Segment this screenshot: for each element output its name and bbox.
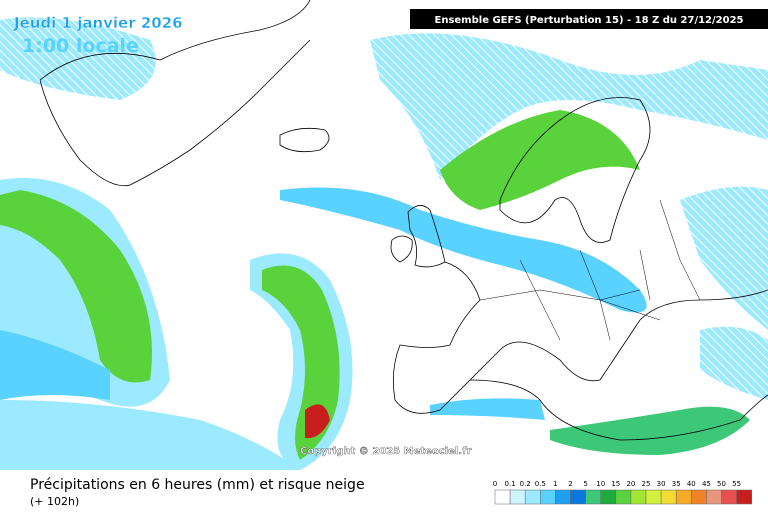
footer-lead: (+ 102h) (30, 495, 79, 508)
legend-swatch (555, 489, 571, 505)
legend-swatch (675, 489, 692, 505)
legend-swatch (509, 489, 526, 505)
legend-tick-label: 5 (583, 480, 587, 488)
legend-tick-label: 10 (596, 480, 605, 488)
legend-tick-label: 30 (657, 480, 666, 488)
legend-tick-label: 0.1 (505, 480, 516, 488)
legend-swatch (706, 489, 722, 505)
legend-tick-label: 25 (642, 480, 651, 488)
legend-swatch (600, 489, 617, 505)
legend: 0 0.1 0.2 0.5 1 2 5 10 15 20 25 30 35 40 45 50 55 (493, 480, 752, 505)
run-banner (410, 9, 768, 29)
legend-tick-label: 55 (732, 480, 741, 488)
legend-swatch (615, 489, 632, 505)
legend-tick-label: 0.2 (520, 480, 531, 488)
coastlines (39, 0, 768, 441)
legend-swatch (524, 489, 541, 505)
legend-tick-label: 2 (568, 480, 572, 488)
copyright: Copyright © 2025 Meteociel.fr (300, 446, 471, 457)
run-label: Ensemble GEFS (Perturbation 15) - 18 Z d… (435, 15, 744, 26)
precipitation (0, 17, 768, 470)
legend-tick-label: 45 (702, 480, 711, 488)
legend-swatch (736, 489, 752, 505)
legend-swatch (585, 489, 601, 505)
time-label: 1:00 locale (22, 35, 139, 57)
footer-title: Précipitations en 6 heures (mm) et risqu… (30, 477, 365, 493)
date-label: Jeudi 1 janvier 2026 (13, 14, 183, 32)
legend-swatch (645, 489, 662, 505)
legend-swatch (721, 489, 737, 505)
legend-swatch (630, 489, 647, 505)
legend-tick-label: 20 (626, 480, 635, 488)
legend-tick-label: 50 (717, 480, 726, 488)
legend-tick-label: 35 (672, 480, 681, 488)
legend-tick-label: 0.5 (535, 480, 546, 488)
legend-swatch (540, 489, 556, 505)
legend-swatch (570, 489, 586, 505)
borders (479, 199, 701, 341)
legend-swatch (660, 489, 677, 505)
legend-tick-label: 0 (493, 480, 497, 488)
legend-tick-label: 15 (611, 480, 620, 488)
legend-tick-label: 1 (553, 480, 557, 488)
legend-tick-label: 40 (687, 480, 696, 488)
legend-swatch (494, 489, 511, 505)
legend-swatch (691, 489, 707, 505)
